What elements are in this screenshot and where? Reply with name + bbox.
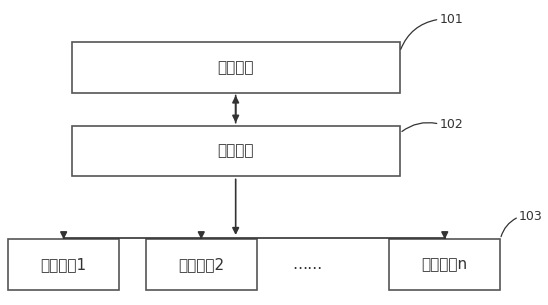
Text: 铁路内网: 铁路内网 [218,60,254,75]
Text: 手持终端n: 手持终端n [422,257,468,272]
Bar [72,42,399,93]
Text: 102: 102 [439,117,463,131]
Text: 手持终端1: 手持终端1 [41,257,87,272]
Text: 通信网络: 通信网络 [218,144,254,159]
Text: 103: 103 [519,210,543,223]
Bar [72,126,399,177]
Bar [389,239,500,290]
Text: 手持终端2: 手持终端2 [178,257,224,272]
Bar [8,239,119,290]
Bar [146,239,257,290]
Text: ……: …… [292,257,322,272]
Text: 101: 101 [439,13,463,26]
